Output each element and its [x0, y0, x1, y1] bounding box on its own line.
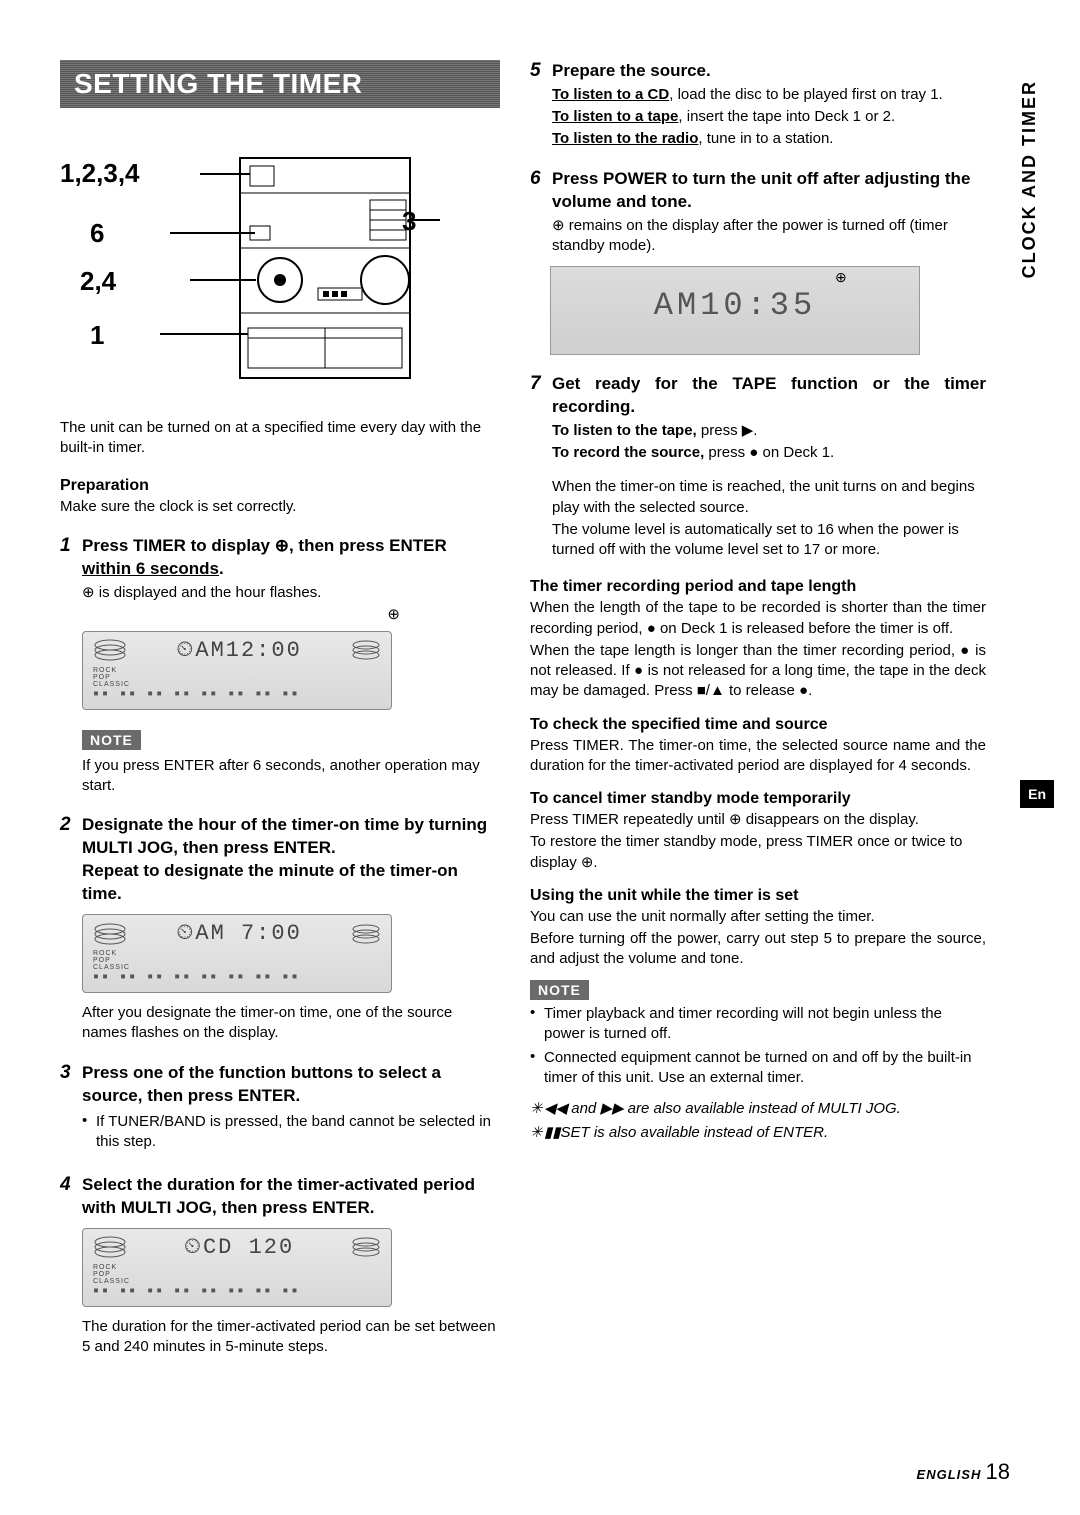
sub-h4-p2: Before turning off the power, carry out … — [530, 929, 986, 970]
step-3-title: Press one of the function buttons to sel… — [82, 1062, 500, 1108]
side-tab: CLOCK AND TIMER — [1019, 80, 1040, 278]
disc-stack-icon — [93, 638, 127, 662]
note-badge-2: NOTE — [530, 980, 589, 1000]
disc-stack-icon — [351, 923, 381, 945]
step-5-l3: To listen to the radio, tune in to a sta… — [552, 129, 986, 149]
step-1-body: ⊕ is displayed and the hour flashes. — [82, 583, 500, 603]
step-1-note: If you press ENTER after 6 seconds, anot… — [82, 756, 500, 797]
sub-h3-p1: Press TIMER repeatedly until ⊕ disappear… — [530, 810, 986, 830]
step-1-title: Press TIMER to display ⊕, then press ENT… — [82, 535, 500, 581]
step-7-p2: The volume level is automatically set to… — [552, 520, 986, 561]
step-2-title: Designate the hour of the timer-on time … — [82, 814, 500, 860]
step-2-after: After you designate the timer-on time, o… — [82, 1003, 500, 1044]
step-5-num: 5 — [530, 60, 552, 82]
sub-h3: To cancel timer standby mode temporarily — [530, 790, 986, 808]
diagram-label-c: 2,4 — [80, 266, 116, 297]
big-display: ⊕ AM10:35 — [550, 266, 920, 355]
display-lower-labels: ROCK POP CLASSIC — [93, 950, 381, 971]
prep-heading: Preparation — [60, 477, 500, 495]
display-1-text: ⏲AM12:00 — [176, 638, 302, 663]
sub-h4-p1: You can use the unit normally after sett… — [530, 907, 986, 927]
step-5-l2: To listen to a tape, insert the tape int… — [552, 107, 986, 127]
display-dots: ▪▪ ▪▪ ▪▪ ▪▪ ▪▪ ▪▪ ▪▪ ▪▪ — [93, 1285, 381, 1296]
note2-b2: Connected equipment cannot be turned on … — [544, 1048, 986, 1089]
display-dots: ▪▪ ▪▪ ▪▪ ▪▪ ▪▪ ▪▪ ▪▪ ▪▪ — [93, 688, 381, 699]
stereo-diagram: 1,2,3,4 6 2,4 1 3 — [60, 138, 500, 398]
step-6-num: 6 — [530, 168, 552, 190]
display-panel-3: ⏲CD 120 ROCK POP CLASSIC ▪▪ ▪▪ ▪▪ ▪▪ ▪▪ … — [82, 1228, 392, 1307]
step-4-title: Select the duration for the timer-activa… — [82, 1174, 500, 1220]
step-6-title: Press POWER to turn the unit off after a… — [552, 168, 986, 214]
display-panel-1: ⏲AM12:00 ROCK POP CLASSIC ▪▪ ▪▪ ▪▪ ▪▪ ▪▪… — [82, 631, 392, 710]
display-2-text: ⏲AM 7:00 — [176, 921, 302, 946]
step-7-title: Get ready for the TAPE function or the t… — [552, 373, 986, 419]
step-7-p1: When the timer-on time is reached, the u… — [552, 477, 986, 518]
display-dots: ▪▪ ▪▪ ▪▪ ▪▪ ▪▪ ▪▪ ▪▪ ▪▪ — [93, 971, 381, 982]
sub-h3-p2: To restore the timer standby mode, press… — [530, 832, 986, 873]
diagram-label-a: 1,2,3,4 — [60, 158, 140, 189]
disc-stack-icon — [93, 922, 127, 946]
disc-stack-icon — [351, 1236, 381, 1258]
disc-stack-icon — [93, 1235, 127, 1259]
big-display-text: AM10:35 — [551, 287, 919, 324]
step-7-l2: To record the source, press ● on Deck 1. — [552, 443, 986, 463]
prep-text: Make sure the clock is set correctly. — [60, 497, 500, 517]
diagram-label-right: 3 — [402, 206, 416, 237]
step-7-num: 7 — [530, 373, 552, 395]
note-badge: NOTE — [82, 730, 141, 750]
step-2-num: 2 — [60, 814, 82, 836]
diagram-label-d: 1 — [90, 320, 104, 351]
step-3-num: 3 — [60, 1062, 82, 1084]
sub-h2-p: Press TIMER. The timer-on time, the sele… — [530, 736, 986, 777]
en-tab: En — [1020, 780, 1054, 808]
section-banner: SETTING THE TIMER — [60, 60, 500, 108]
clock-icon: ⊕ — [835, 269, 847, 286]
disc-stack-icon — [351, 639, 381, 661]
step-7-l1: To listen to the tape, press ▶. — [552, 421, 986, 441]
step-4-after: The duration for the timer-activated per… — [82, 1317, 500, 1358]
display-panel-2: ⏲AM 7:00 ROCK POP CLASSIC ▪▪ ▪▪ ▪▪ ▪▪ ▪▪… — [82, 914, 392, 993]
sub-h2: To check the specified time and source — [530, 716, 986, 734]
display-3-text: ⏲CD 120 — [184, 1235, 294, 1260]
intro-text: The unit can be turned on at a specified… — [60, 418, 500, 459]
clock-icon: ⊕ — [387, 606, 400, 623]
step-5-title: Prepare the source. — [552, 60, 986, 83]
display-lower-labels: ROCK POP CLASSIC — [93, 667, 381, 688]
step-3-bullet: If TUNER/BAND is pressed, the band canno… — [96, 1112, 500, 1153]
sub-h1-p2: When the tape length is longer than the … — [530, 641, 986, 702]
note2-b1: Timer playback and timer recording will … — [544, 1004, 986, 1045]
display-lower-labels: ROCK POP CLASSIC — [93, 1264, 381, 1285]
diagram-label-b: 6 — [90, 218, 104, 249]
note2-b4: ▮▮SET is also available instead of ENTER… — [544, 1123, 986, 1143]
step-5-l1: To listen to a CD, load the disc to be p… — [552, 85, 986, 105]
note2-b3: ◀◀ and ▶▶ are also available instead of … — [544, 1099, 986, 1119]
step-4-num: 4 — [60, 1174, 82, 1196]
sub-h1-p1: When the length of the tape to be record… — [530, 598, 986, 639]
sub-h1: The timer recording period and tape leng… — [530, 578, 986, 596]
footer-page: ENGLISH 18 — [917, 1459, 1010, 1485]
step-1-num: 1 — [60, 535, 82, 557]
sub-h4: Using the unit while the timer is set — [530, 887, 986, 905]
step-6-body: ⊕ remains on the display after the power… — [552, 216, 986, 257]
step-2-title-2: Repeat to designate the minute of the ti… — [82, 860, 500, 906]
